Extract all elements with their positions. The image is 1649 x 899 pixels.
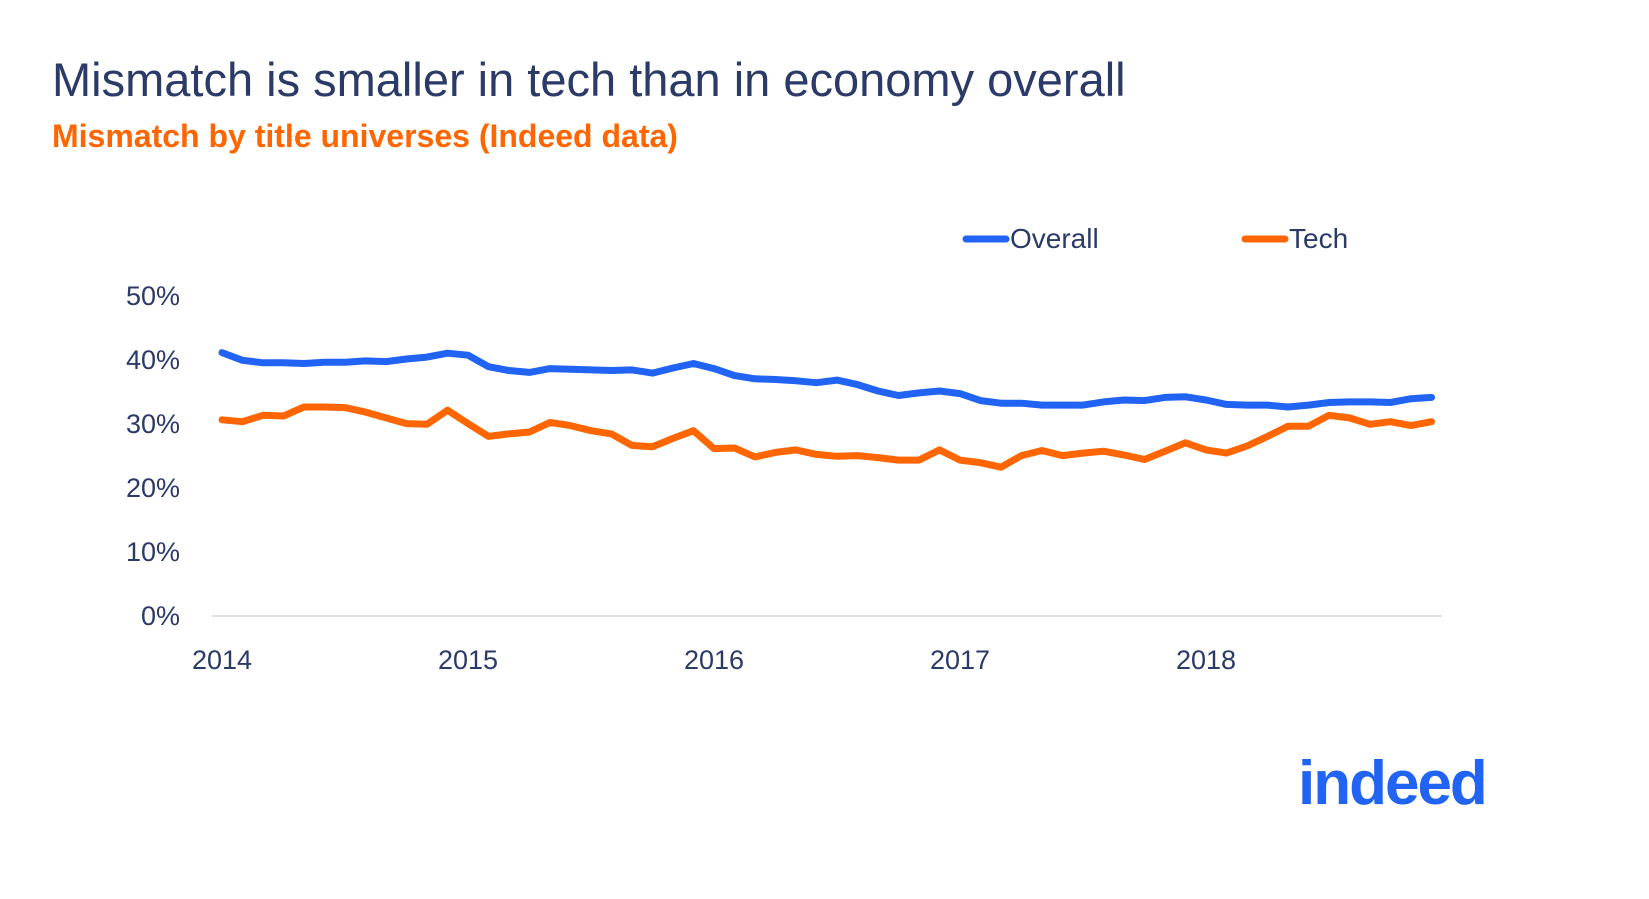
y-tick-label: 50%	[126, 281, 180, 311]
y-tick-label: 0%	[141, 601, 180, 631]
x-tick-label: 2014	[192, 645, 252, 675]
legend: Overall Tech	[962, 223, 1348, 254]
x-tick-label: 2015	[438, 645, 498, 675]
y-tick-label: 20%	[126, 473, 180, 503]
chart-subtitle: Mismatch by title universes (Indeed data…	[52, 118, 678, 154]
logo-text: indeed	[1298, 749, 1488, 818]
y-axis: 0% 10% 20% 30% 40% 50%	[126, 281, 180, 631]
y-tick-label: 30%	[126, 409, 180, 439]
x-tick-label: 2018	[1176, 645, 1236, 675]
chart-title: Mismatch is smaller in tech than in econ…	[52, 53, 1126, 106]
indeed-logo: indeed	[1298, 748, 1488, 819]
series-line-overall	[218, 349, 1435, 411]
plot-area	[218, 349, 1435, 471]
y-tick-label: 40%	[126, 345, 180, 375]
legend-label: Overall	[1010, 223, 1099, 254]
y-tick-label: 10%	[126, 537, 180, 567]
x-tick-label: 2017	[930, 645, 990, 675]
series-line-tech	[218, 403, 1435, 471]
x-tick-label: 2016	[684, 645, 744, 675]
legend-label: Tech	[1289, 223, 1348, 254]
x-axis: 2014 2015 2016 2017 2018	[192, 645, 1236, 675]
